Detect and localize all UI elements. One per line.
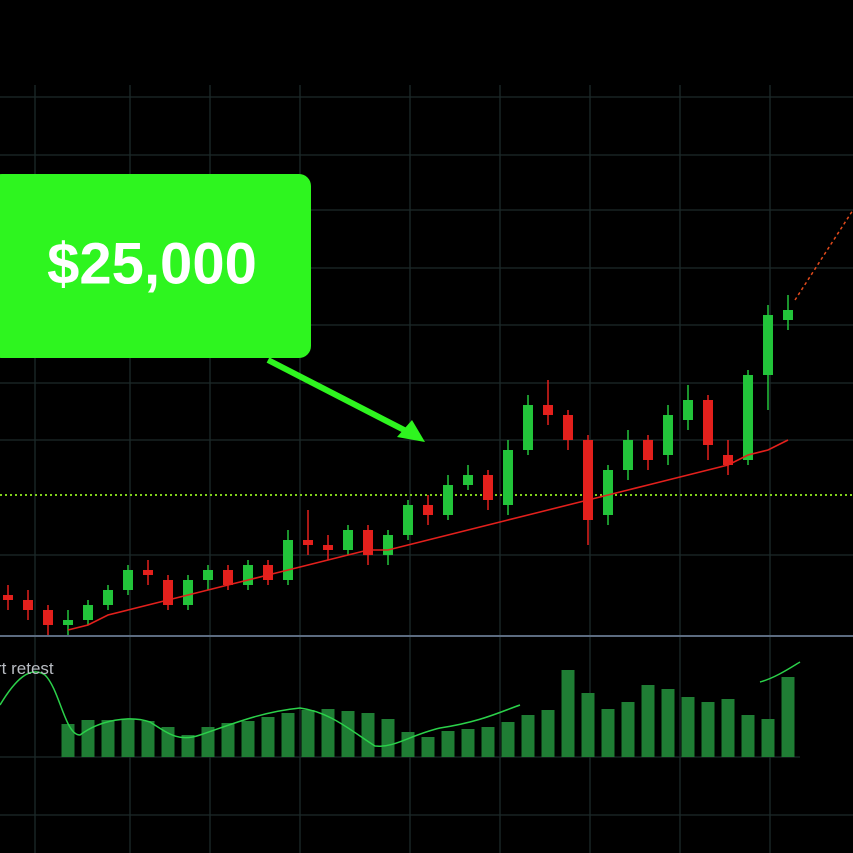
volume-bar [501,722,515,757]
candle-body [183,580,193,605]
candle-body [603,470,613,515]
volume-bar [601,709,615,757]
volume-bar [181,735,195,757]
volume-bar [581,693,595,757]
candle-body [463,475,473,485]
volume-bar [781,677,795,757]
volume-bar [241,721,255,757]
candle-body [243,565,253,585]
volume-bar [621,702,635,757]
oscillator [759,661,801,683]
volume-bar [141,721,155,757]
candle-body [683,400,693,420]
candle-body [583,440,593,520]
volume-bar [681,697,695,757]
candle-body [303,540,313,545]
volume-bar [761,719,775,757]
candle-body [443,485,453,515]
candle-body [503,450,513,505]
callout-box [0,174,311,358]
candle-body [83,605,93,620]
candle-body [123,570,133,590]
candle-body [403,505,413,535]
candle-body [783,310,793,320]
candle-body [423,505,433,515]
volume-bar [641,685,655,757]
candle-body [563,415,573,440]
volume-bar [381,719,395,757]
volume-bar [461,729,475,757]
volume-bar [61,724,75,757]
candle-body [643,440,653,460]
candle-body [723,455,733,465]
callout-arrowhead [397,420,425,442]
candle-body [23,600,33,610]
candle-body [763,315,773,375]
volume-bar [401,732,415,757]
volume-bar [421,737,435,757]
candle-body [143,570,153,575]
volume-bar [281,713,295,757]
candle-body [523,405,533,450]
volume-bar [81,720,95,757]
volume-bar [161,727,175,757]
candle-body [343,530,353,550]
volume-bar [221,723,235,757]
candle-body [283,540,293,580]
candle-body [63,620,73,625]
volume-bar [201,727,215,757]
volume-bar [441,731,455,757]
candle-body [43,610,53,625]
candle-body [543,405,553,415]
volume-bar [261,717,275,757]
callout-arrow [266,357,414,437]
volume-bar [361,713,375,757]
callout-price: $25,000 [47,231,257,296]
volume-bar [661,689,675,757]
candle-body [623,440,633,470]
volume-bar [481,727,495,757]
candle-body [323,545,333,550]
candle-body [223,570,233,585]
oscillator [0,671,521,747]
candle-body [703,400,713,445]
volume-bar [721,699,735,757]
candle-body [163,580,173,605]
candle-body [483,475,493,500]
volume-bar [101,720,115,757]
candle-body [203,570,213,580]
volume-bar [301,710,315,757]
volume-bar [541,710,555,757]
candle-body [363,530,373,555]
volume-bar [741,715,755,757]
volume-bar [121,719,135,757]
candle-body [263,565,273,580]
candle-body [663,415,673,455]
candle-body [743,375,753,460]
annotation: rt retest [0,659,54,678]
volume-bar [701,702,715,757]
plot [0,295,853,757]
candle-body [3,595,13,600]
volume-bar [341,711,355,757]
volume-bar [321,709,335,757]
volume-bar [521,715,535,757]
candle-body [103,590,113,605]
volume-bar [561,670,575,757]
moving-average [67,439,789,631]
candle-body [383,535,393,555]
